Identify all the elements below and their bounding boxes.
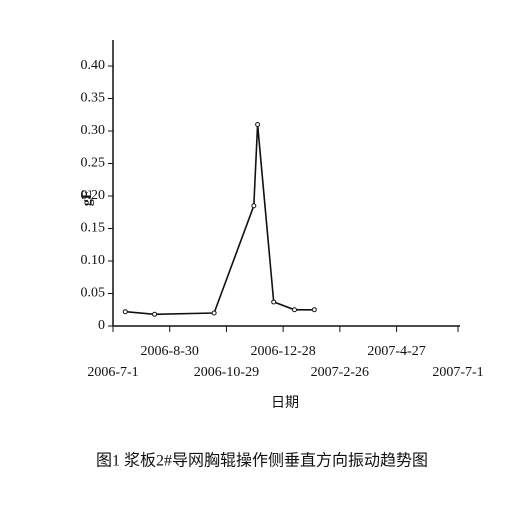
point (255, 122, 261, 127)
point (311, 307, 317, 313)
x-tick-label: 2007-4-27 (367, 344, 425, 359)
chart-title: 图1 浆板2#导网胸辊操作侧垂直方向振动趋势图 (96, 452, 428, 470)
x-tick-label: 2006-7-1 (87, 365, 138, 380)
point (152, 311, 158, 317)
y-tick-label: 0.15 (81, 221, 106, 236)
y-tick-label: 0.30 (81, 123, 106, 138)
y-tick-label: 0.10 (81, 253, 106, 268)
y-tick-label: 0.40 (81, 58, 106, 73)
x-tick-label: 2007-2-26 (311, 365, 369, 380)
y-tick-label: 0.35 (81, 91, 106, 106)
y-tick-label: 0 (98, 318, 105, 333)
x-tick-label: 2007-7-1 (432, 365, 483, 380)
point (211, 310, 217, 316)
y-tick-label: 0.25 (81, 156, 106, 171)
y-tick-label: 0.05 (81, 286, 106, 301)
point (271, 299, 277, 305)
y-tick-label: 0.20 (81, 188, 106, 203)
x-tick-label: 2006-10-29 (194, 365, 259, 380)
x-tick-label: 2006-12-28 (250, 344, 315, 359)
point (122, 309, 128, 315)
point (251, 203, 257, 209)
y-axis-label: gE (80, 190, 95, 206)
x-axis-label: 日期 (271, 395, 299, 411)
line (125, 124, 315, 316)
point (291, 307, 297, 313)
x-tick-label: 2006-8-30 (141, 344, 199, 359)
